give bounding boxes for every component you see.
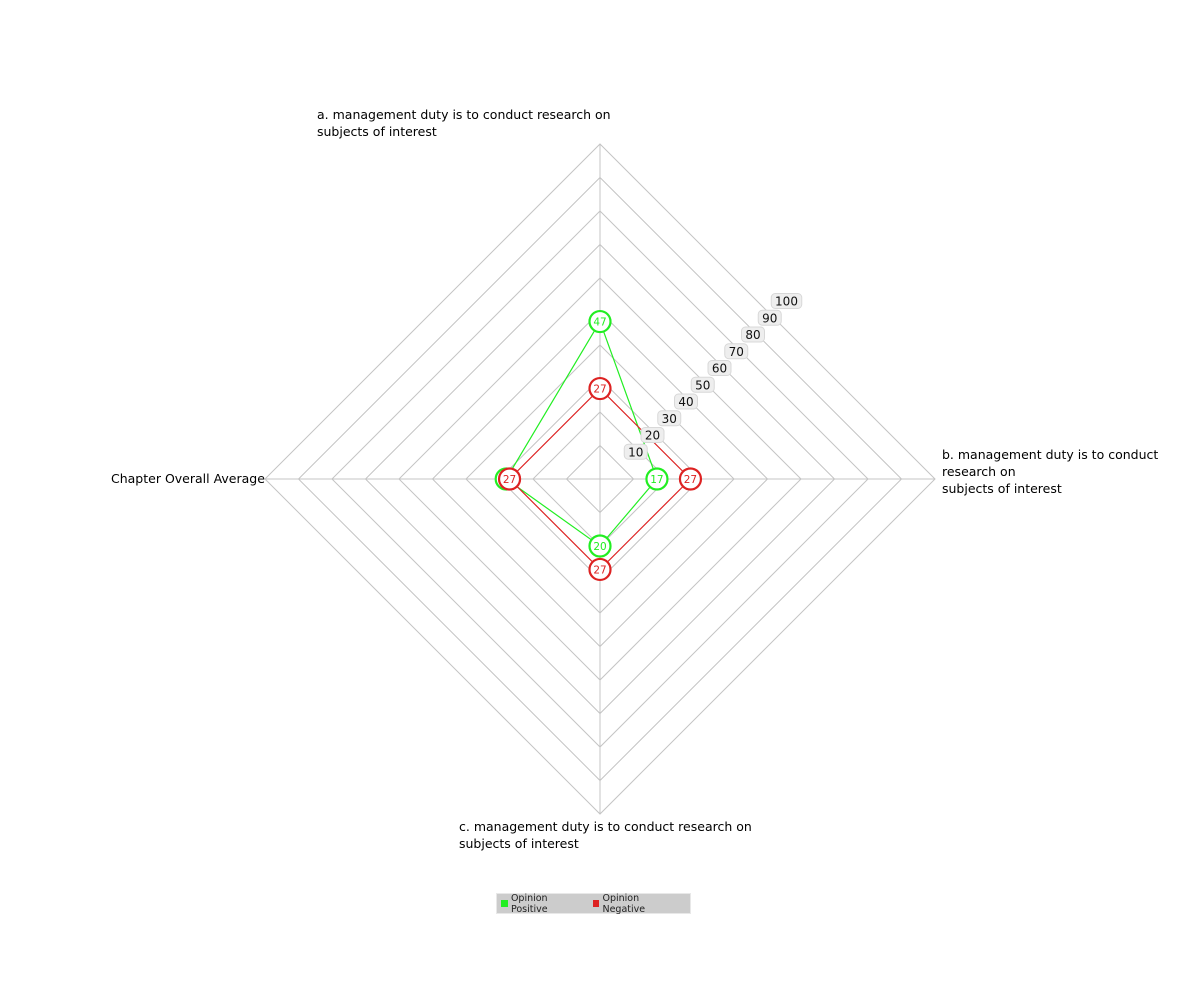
tick-label-bg xyxy=(741,326,765,343)
legend-item-positive: Opinion Positive xyxy=(501,893,587,915)
tick-label-bg xyxy=(657,410,682,427)
grid-layer xyxy=(264,143,936,815)
tick-label: 10 xyxy=(628,445,643,459)
tick-label-bg xyxy=(623,443,648,460)
series-point xyxy=(588,557,612,582)
legend-swatch-negative xyxy=(592,900,600,907)
legend: Opinion Positive Opinion Negative xyxy=(496,892,691,915)
data-label: 27 xyxy=(593,564,606,576)
tick-label-bg xyxy=(690,376,715,393)
data-label: 27 xyxy=(684,474,697,486)
tick-label: 20 xyxy=(645,429,660,443)
series-point xyxy=(645,467,669,491)
legend-label-positive: Opinion Positive xyxy=(510,892,548,915)
tick-label: 90 xyxy=(762,311,777,325)
axis-label-overall: Chapter Overall Average xyxy=(111,471,265,486)
legend-item-negative: Opinion Negative xyxy=(592,892,684,915)
tick-label: 30 xyxy=(662,412,677,426)
data-label: 47 xyxy=(593,317,606,329)
series-point xyxy=(588,309,612,334)
tick-label-bg xyxy=(640,427,665,443)
legend-swatch-positive xyxy=(501,900,508,907)
data-label: 17 xyxy=(650,474,663,486)
series-point xyxy=(588,534,612,558)
series-point xyxy=(678,467,703,491)
series-point xyxy=(588,376,612,401)
series-point xyxy=(497,467,522,491)
tick-label: 100 xyxy=(775,295,798,309)
tick-label-bg xyxy=(724,343,749,360)
tick-label-bg xyxy=(674,393,698,410)
axis-label-a: a. management duty is to conduct researc… xyxy=(317,107,611,139)
axis-label-b: b. management duty is to conduct researc… xyxy=(942,447,1159,496)
legend-label-negative: Opinion Negative xyxy=(602,892,646,915)
tick-label-bg xyxy=(770,293,803,309)
tick-label: 60 xyxy=(712,362,727,376)
tick-label: 50 xyxy=(695,378,710,392)
tick-label: 70 xyxy=(729,345,744,359)
data-label: 27 xyxy=(503,474,516,486)
data-label: 27 xyxy=(593,384,606,396)
data-label: 20 xyxy=(593,541,606,553)
series-layer: 47 17 20 27 27 27 27 xyxy=(494,309,703,582)
tick-label: 80 xyxy=(745,328,760,342)
tick-label-bg xyxy=(707,360,732,376)
axis-label-c: c. management duty is to conduct researc… xyxy=(459,819,752,851)
tick-label-bg xyxy=(757,309,782,326)
tick-label: 40 xyxy=(678,395,693,409)
